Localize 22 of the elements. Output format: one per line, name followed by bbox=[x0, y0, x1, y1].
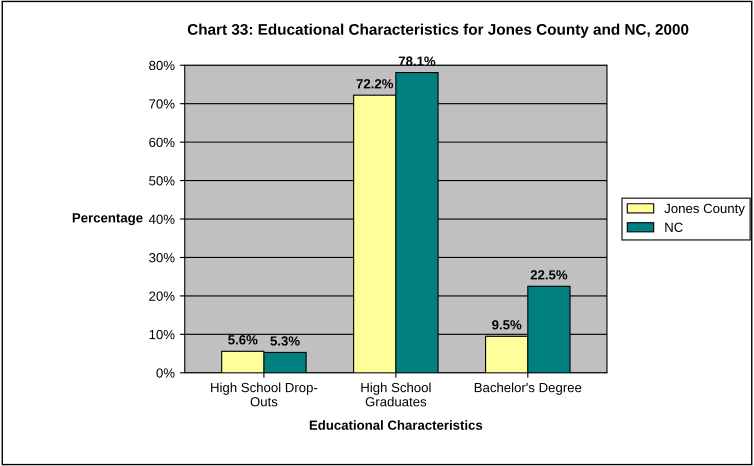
y-tick-label: 30% bbox=[149, 253, 175, 262]
y-tick-label: 60% bbox=[149, 138, 175, 148]
y-tick-label: 50% bbox=[149, 176, 175, 186]
x-axis-title: Educational Characteristics bbox=[310, 420, 482, 430]
legend-label: NC bbox=[665, 222, 683, 232]
data-label: 22.5% bbox=[530, 270, 568, 280]
x-tick-label: Bachelor's Degree bbox=[474, 382, 582, 395]
data-label: 72.2% bbox=[356, 79, 394, 88]
y-tick-label: 80% bbox=[149, 60, 175, 70]
chart-title: Chart 33: Educational Characteristics for Jones County and NC, 2000 bbox=[188, 24, 688, 38]
x-tick-label: High School Graduates bbox=[361, 382, 431, 406]
data-label: 5.3% bbox=[270, 336, 300, 346]
y-tick-label: 70% bbox=[149, 99, 175, 109]
y-tick-label: 10% bbox=[150, 330, 175, 340]
x-tick-label: High School Drop- Outs bbox=[211, 382, 318, 406]
y-axis-title: Percentage bbox=[72, 213, 143, 226]
y-tick-label: 40% bbox=[148, 214, 175, 224]
y-tick-label: 0% bbox=[156, 368, 175, 378]
data-label: 9.5% bbox=[492, 320, 522, 330]
legend-label: Jones County bbox=[664, 204, 745, 216]
y-tick-label: 20% bbox=[149, 291, 175, 301]
data-label: 5.6% bbox=[228, 335, 258, 344]
